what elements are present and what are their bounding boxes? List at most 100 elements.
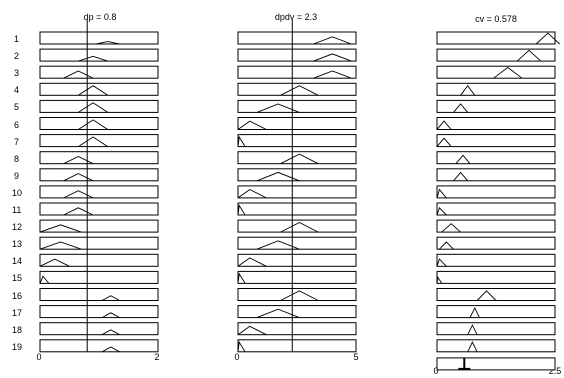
cv-rule-box[interactable] [436,305,556,319]
cv-membership-function [436,188,447,199]
cv-rule-box[interactable] [436,339,556,353]
rule-label: 11 [12,205,22,215]
cv-rule-box[interactable] [436,99,556,113]
dpdv-rule-box[interactable] [237,151,357,165]
dpdv-rule-box[interactable] [237,185,357,199]
cv-rule-box[interactable] [436,134,556,148]
cv-rule-box[interactable] [436,202,556,216]
dpdv-rule-box[interactable] [237,99,357,113]
cv-rule-box[interactable] [436,288,556,301]
dp-rule-box[interactable] [39,219,159,233]
cv-membership-function [453,171,469,182]
dpdv-membership-function [237,340,246,353]
dp-rule-box[interactable] [39,48,159,62]
cv-membership-function [467,341,478,352]
cv-aggregate-marker [463,357,466,370]
dp-rule-box[interactable] [39,65,159,79]
cv-membership-function [516,49,542,62]
dp-rule-box[interactable] [39,270,159,284]
dp-membership-function [63,207,94,216]
dpdv-rule-box[interactable] [237,253,357,267]
cv-membership-function [436,120,452,130]
dpdv-axis-min: 0 [234,352,240,362]
dpdv-rule-box[interactable] [237,305,357,319]
rule-label: 2 [14,51,20,62]
cv-title: cv = 0.578 [475,14,517,24]
dpdv-rule-box[interactable] [237,219,357,233]
dp-rule-box[interactable] [39,322,159,336]
dpdv-rule-box[interactable] [237,134,357,148]
dp-axis-min: 0 [36,352,42,362]
rule-label: 5 [14,102,20,113]
dpdv-rule-box[interactable] [237,82,357,96]
dp-rule-box[interactable] [39,305,159,319]
cv-rule-box[interactable] [436,219,556,233]
dpdv-rule-box[interactable] [237,339,357,353]
rule-label: 19 [12,341,23,352]
cv-rule-box[interactable] [436,151,556,165]
dp-membership-function [78,136,109,147]
dp-rule-box[interactable] [39,339,159,353]
cv-membership-function [436,206,447,216]
dp-rule-box[interactable] [39,236,159,250]
cv-membership-function [535,32,561,45]
cv-rule-box[interactable] [436,270,556,284]
dp-rule-box[interactable] [39,31,159,45]
cv-membership-function [436,276,443,284]
cv-rule-box[interactable] [436,253,556,267]
dpdv-membership-function [237,325,267,336]
cv-membership-function [493,66,523,79]
dpdv-rule-box[interactable] [237,236,357,250]
dpdv-rule-box[interactable] [237,65,357,79]
dp-axis-max: 2 [154,352,160,362]
dp-membership-function [78,55,108,62]
dpdv-rule-box[interactable] [237,117,357,130]
cv-rule-box[interactable] [436,168,556,182]
dpdv-membership-function [313,70,352,79]
dp-membership-function [101,346,120,353]
cv-rule-box[interactable] [436,31,556,45]
dp-membership-function [95,41,120,45]
cv-axis-max: 2.5 [548,366,562,376]
dp-membership-function [39,275,50,284]
dpdv-rule-box[interactable] [237,31,357,45]
cv-rule-box[interactable] [436,322,556,336]
rule-label: 16 [12,290,23,301]
rule-label: 12 [12,222,23,233]
cv-aggregate-box[interactable] [436,357,556,371]
dp-rule-box[interactable] [39,185,159,199]
dp-rule-box[interactable] [39,253,159,267]
dp-rule-box[interactable] [39,151,159,165]
dp-rule-box[interactable] [39,288,159,301]
cv-rule-box[interactable] [436,236,556,250]
dp-membership-function [101,312,120,318]
rule-label: 7 [14,136,20,147]
dpdv-membership-function [237,188,267,199]
dpdv-rule-box[interactable] [237,168,357,182]
cv-membership-function [467,324,478,335]
dp-membership-function [39,241,82,250]
cv-rule-box[interactable] [436,82,556,96]
cv-axis-min: 0 [433,366,439,376]
dpdv-rule-box[interactable] [237,322,357,336]
cv-membership-function [455,154,471,164]
dpdv-membership-function [280,85,319,96]
dpdv-membership-function [280,153,319,165]
dp-membership-function [39,258,70,267]
dpdv-rule-box[interactable] [237,202,357,216]
cv-membership-function [436,258,447,267]
cv-rule-box[interactable] [436,185,556,199]
dp-rule-box[interactable] [39,168,159,182]
dpdv-rule-box[interactable] [237,288,357,301]
rule-label: 8 [14,153,20,164]
rule-label: 6 [14,119,20,130]
dpdv-membership-function [237,257,267,267]
dp-rule-box[interactable] [39,202,159,216]
rule-label: 3 [14,68,20,79]
dpdv-rule-box[interactable] [237,48,357,62]
dpdv-rule-box[interactable] [237,270,357,284]
cv-rule-box[interactable] [436,65,556,79]
cv-rule-box[interactable] [436,117,556,130]
cv-rule-box[interactable] [436,48,556,62]
